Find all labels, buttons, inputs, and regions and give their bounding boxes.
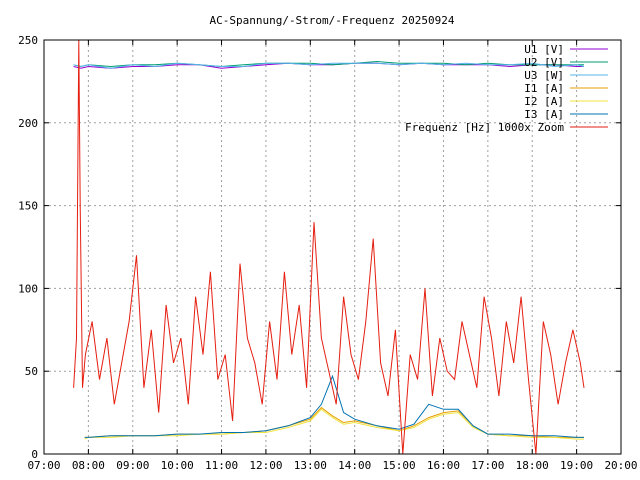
x-tick-label: 20:00	[604, 459, 637, 472]
x-tick-label: 08:00	[72, 459, 105, 472]
series-line-i2-a	[84, 408, 584, 440]
series-line-i1-a	[84, 406, 584, 438]
legend-label: U2 [V]	[524, 56, 564, 69]
legend-label: U1 [V]	[524, 43, 564, 56]
grid	[44, 40, 621, 454]
legend-label: I2 [A]	[524, 95, 564, 108]
plot-area	[73, 39, 585, 455]
legend: U1 [V]U2 [V]U3 [W]I1 [A]I2 [A]I3 [A]Freq…	[405, 43, 608, 134]
x-tick-label: 13:00	[294, 459, 327, 472]
y-tick-label: 150	[18, 200, 38, 213]
y-tick-label: 0	[31, 448, 38, 461]
y-tick-label: 250	[18, 34, 38, 47]
y-tick-label: 200	[18, 117, 38, 130]
y-tick-label: 100	[18, 282, 38, 295]
chart-title: AC-Spannung/-Strom/-Frequenz 20250924	[209, 14, 454, 27]
x-tick-label: 11:00	[205, 459, 238, 472]
x-tick-label: 18:00	[516, 459, 549, 472]
x-tick-label: 17:00	[471, 459, 504, 472]
legend-label: U3 [W]	[524, 69, 564, 82]
plot-frame	[43, 39, 622, 455]
x-tick-label: 09:00	[116, 459, 149, 472]
legend-label: Frequenz [Hz] 1000x Zoom	[405, 121, 564, 134]
x-tick-label: 16:00	[427, 459, 460, 472]
x-tick-label: 14:00	[338, 459, 371, 472]
x-tick-label: 10:00	[161, 459, 194, 472]
y-tick-label: 50	[25, 365, 38, 378]
x-tick-label: 15:00	[383, 459, 416, 472]
x-tick-label: 07:00	[27, 459, 60, 472]
series-line-u3-w	[73, 62, 585, 69]
axis-ticks: 0 50 100 150 200 250 07:00 08:00 09:00 10:00 11:00…	[18, 34, 637, 472]
series-line-frequenz-hz-1000x-zoom	[73, 39, 585, 455]
series-line-u1-v	[73, 62, 584, 69]
legend-label: I1 [A]	[524, 82, 564, 95]
x-tick-label: 12:00	[249, 459, 282, 472]
x-tick-label: 19:00	[560, 459, 593, 472]
legend-label: I3 [A]	[524, 108, 564, 121]
series-line-i3-a	[84, 374, 584, 438]
